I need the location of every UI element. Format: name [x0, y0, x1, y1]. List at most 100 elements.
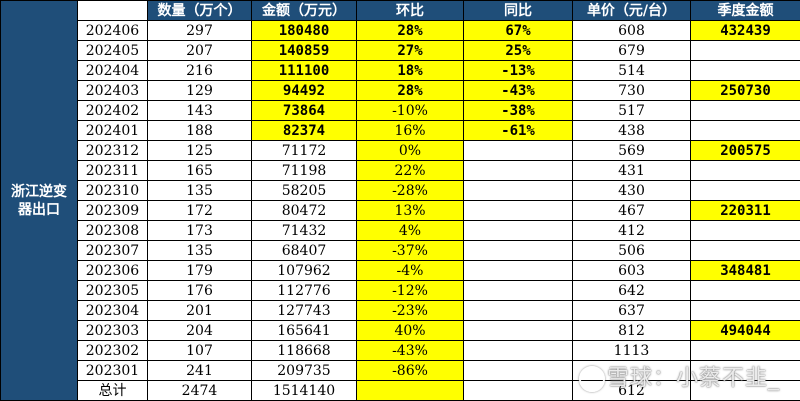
cell-mom: 28% — [356, 20, 464, 41]
cell-yoy: 67% — [463, 20, 573, 41]
cell-amount: 180480 — [251, 20, 357, 41]
cell-quantity: 216 — [147, 60, 252, 81]
cell-mom: 13% — [356, 200, 464, 221]
cell-quantity: 173 — [147, 220, 252, 241]
cell-quantity: 179 — [147, 260, 252, 281]
total-yoy — [463, 380, 573, 401]
table-row: 202312 125 71172 0% 569 200575 — [1, 140, 800, 161]
cell-quantity: 135 — [147, 240, 252, 261]
cell-mom: -86% — [356, 360, 464, 381]
cell-quantity: 143 — [147, 100, 252, 121]
table-row: 202302 107 118668 -43% 1113 — [1, 340, 800, 361]
cell-amount: 111100 — [251, 60, 357, 81]
cell-period: 202310 — [77, 180, 148, 201]
cell-period: 202405 — [77, 40, 148, 61]
header-quantity: 数量（万个） — [147, 0, 252, 21]
cell-price: 517 — [572, 100, 691, 121]
cell-period: 202402 — [77, 100, 148, 121]
cell-quantity: 207 — [147, 40, 252, 61]
cell-period: 202308 — [77, 220, 148, 241]
cell-yoy: -38% — [463, 100, 573, 121]
header-mom: 环比 — [356, 0, 464, 21]
cell-price: 412 — [572, 220, 691, 241]
cell-quantity: 204 — [147, 320, 252, 341]
cell-quarter: 250730 — [690, 80, 800, 101]
cell-quantity: 129 — [147, 80, 252, 101]
cell-yoy — [463, 300, 573, 321]
cell-amount: 165641 — [251, 320, 357, 341]
cell-amount: 80472 — [251, 200, 357, 221]
total-label: 总计 — [77, 380, 148, 401]
cell-quarter: 432439 — [690, 20, 800, 41]
cell-period: 202305 — [77, 280, 148, 301]
cell-mom: -37% — [356, 240, 464, 261]
table-row: 202306 179 107962 -4% 603 348481 — [1, 260, 800, 281]
cell-price: 603 — [572, 260, 691, 281]
table-row: 202301 241 209735 -86% — [1, 360, 800, 381]
cell-amount: 127743 — [251, 300, 357, 321]
cell-mom: -10% — [356, 100, 464, 121]
cell-amount: 107962 — [251, 260, 357, 281]
cell-quantity: 241 — [147, 360, 252, 381]
cell-price: 431 — [572, 160, 691, 181]
cell-quarter: 200575 — [690, 140, 800, 161]
cell-mom: -43% — [356, 340, 464, 361]
cell-mom: 27% — [356, 40, 464, 61]
cell-quantity: 107 — [147, 340, 252, 361]
cell-price: 467 — [572, 200, 691, 221]
cell-mom: -4% — [356, 260, 464, 281]
cell-yoy — [463, 320, 573, 341]
header-price: 单价（元/台） — [572, 0, 691, 21]
table-row: 202311 165 71198 22% 431 — [1, 160, 800, 181]
cell-amount: 58205 — [251, 180, 357, 201]
cell-mom: 0% — [356, 140, 464, 161]
total-amount: 1514140 — [251, 380, 357, 401]
cell-period: 202312 — [77, 140, 148, 161]
cell-quarter — [690, 40, 800, 61]
side-label: 浙江逆变器出口 — [0, 0, 78, 401]
table-row: 202403 129 94492 28% -43% 730 250730 — [1, 80, 800, 101]
table-row: 202309 172 80472 13% 467 220311 — [1, 200, 800, 221]
cell-quarter: 220311 — [690, 200, 800, 221]
header-amount: 金额（万元） — [251, 0, 357, 21]
total-quantity: 2474 — [147, 380, 252, 401]
cell-period: 202302 — [77, 340, 148, 361]
cell-quantity: 201 — [147, 300, 252, 321]
table-row: 202402 143 73864 -10% -38% 517 — [1, 100, 800, 121]
table-row: 202305 176 112776 -12% 642 — [1, 280, 800, 301]
watermark: 雪球：小蔡不韭_ — [578, 360, 780, 392]
cell-price: 730 — [572, 80, 691, 101]
cell-yoy — [463, 160, 573, 181]
cell-quantity: 297 — [147, 20, 252, 41]
cell-amount: 82374 — [251, 120, 357, 141]
cell-price: 608 — [572, 20, 691, 41]
cell-quarter: 348481 — [690, 260, 800, 281]
cell-period: 202309 — [77, 200, 148, 221]
cell-period: 202311 — [77, 160, 148, 181]
cell-yoy — [463, 180, 573, 201]
cell-mom: -28% — [356, 180, 464, 201]
cell-mom: 28% — [356, 80, 464, 101]
cell-amount: 94492 — [251, 80, 357, 101]
cell-mom: 16% — [356, 120, 464, 141]
cell-period: 202401 — [77, 120, 148, 141]
cell-yoy: 25% — [463, 40, 573, 61]
cell-amount: 71198 — [251, 160, 357, 181]
table-row: 202308 173 71432 4% 412 — [1, 220, 800, 241]
cell-quantity: 176 — [147, 280, 252, 301]
header-quarter: 季度金额 — [690, 0, 800, 21]
cell-mom: 22% — [356, 160, 464, 181]
cell-yoy: -13% — [463, 60, 573, 81]
cell-mom: -23% — [356, 300, 464, 321]
cell-yoy — [463, 220, 573, 241]
cell-period: 202403 — [77, 80, 148, 101]
cell-quantity: 165 — [147, 160, 252, 181]
cell-quantity: 172 — [147, 200, 252, 221]
cell-quarter — [690, 340, 800, 361]
cell-price: 812 — [572, 320, 691, 341]
cell-yoy — [463, 260, 573, 281]
cell-yoy: -61% — [463, 120, 573, 141]
cell-mom: -12% — [356, 280, 464, 301]
watermark-text: 雪球：小蔡不韭_ — [606, 366, 780, 391]
